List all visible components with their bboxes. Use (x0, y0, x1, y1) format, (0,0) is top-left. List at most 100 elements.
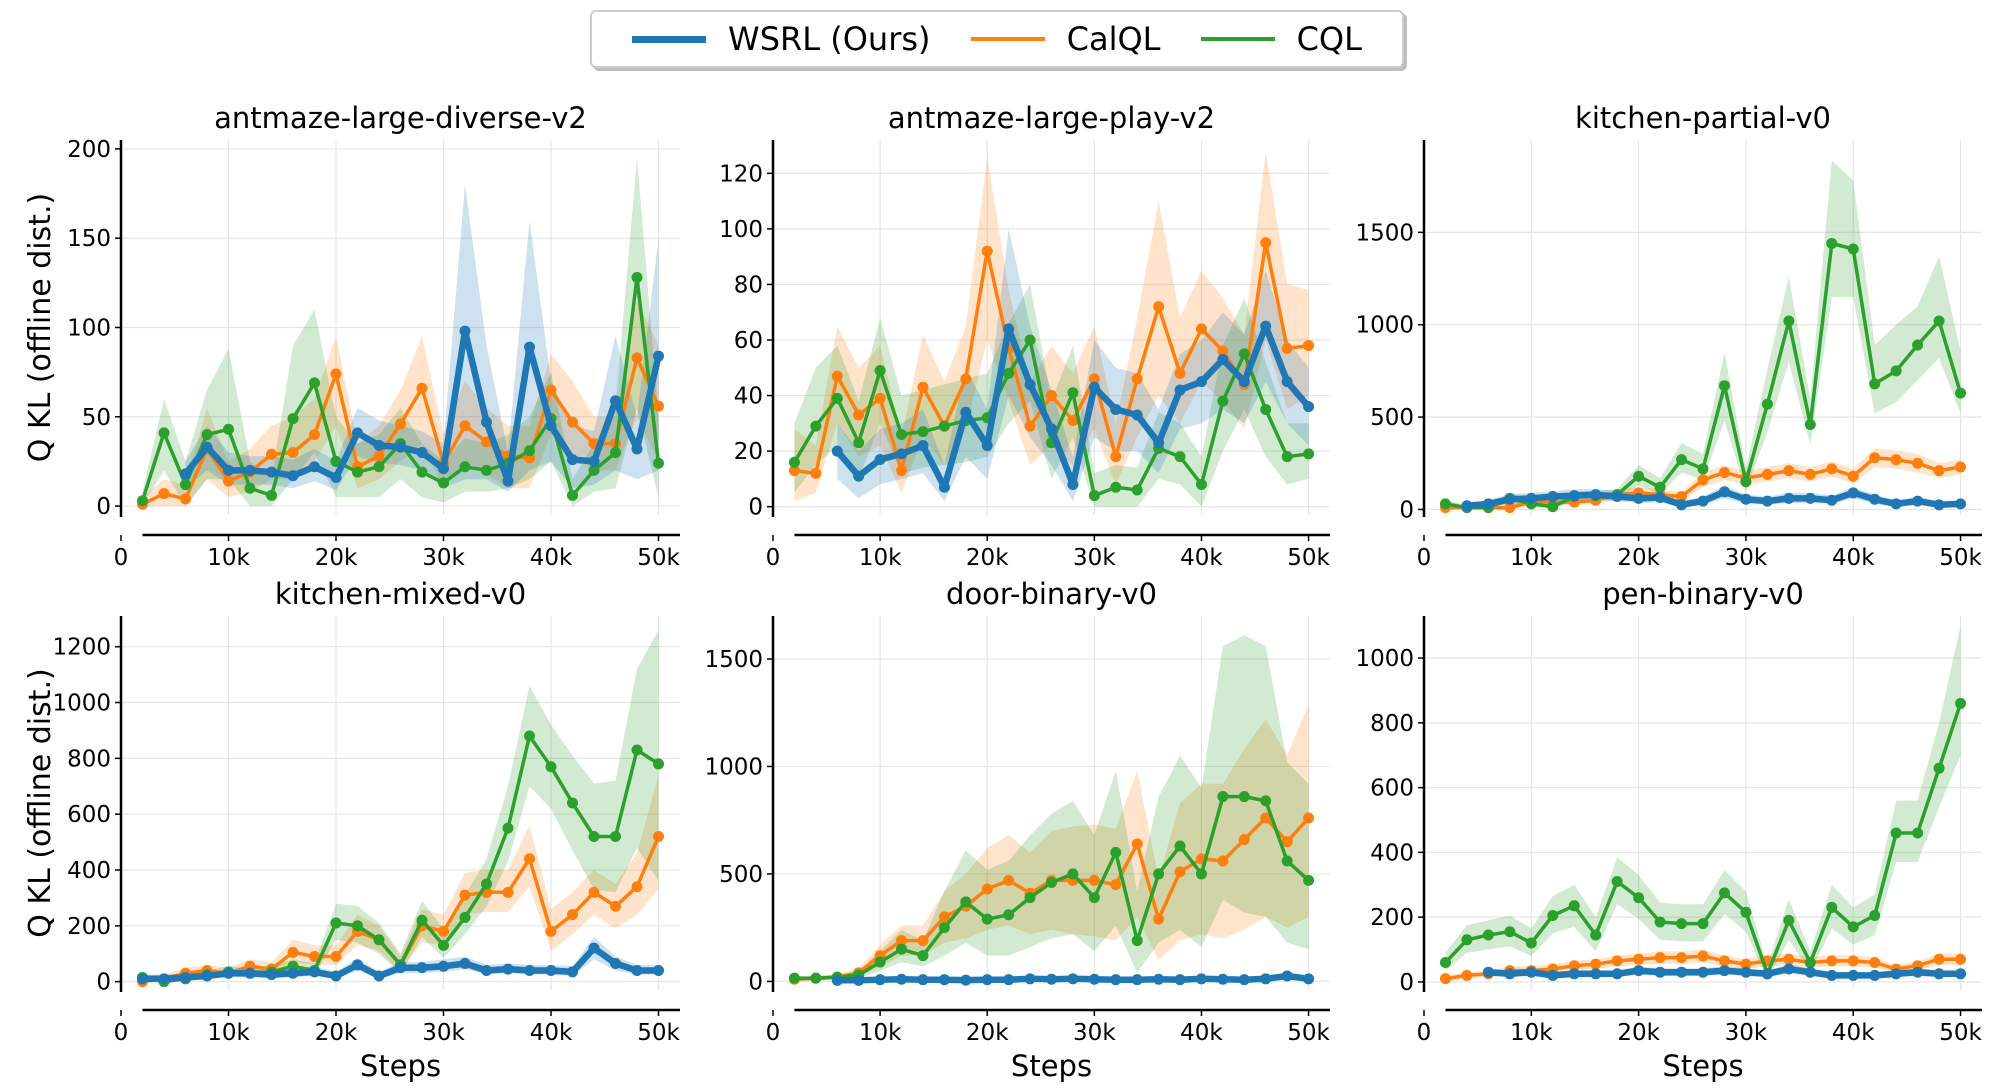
data-point (352, 466, 363, 478)
data-point (266, 466, 277, 478)
x-tick-label: 40k (530, 545, 573, 571)
legend-item-wsrl: WSRL (Ours) (632, 20, 931, 58)
legend-swatch-calql (970, 37, 1045, 41)
data-point (438, 960, 449, 972)
y-tick-label: 600 (1370, 776, 1414, 802)
data-point (917, 974, 929, 986)
data-point (938, 974, 950, 986)
y-tick-label: 150 (67, 226, 111, 252)
data-point (330, 917, 342, 929)
x-tick-label: 40k (1180, 545, 1223, 571)
data-point (1046, 390, 1057, 402)
data-point (1847, 955, 1859, 967)
data-point (960, 974, 972, 986)
data-point (1088, 490, 1100, 502)
data-point (438, 477, 449, 489)
data-point (1024, 892, 1036, 904)
data-point (266, 969, 277, 981)
y-tick-label: 200 (67, 914, 111, 940)
data-point (1568, 968, 1580, 980)
legend-label-wsrl: WSRL (Ours) (728, 20, 931, 58)
data-point (1174, 384, 1186, 396)
data-point (810, 972, 822, 984)
data-point (1568, 490, 1580, 502)
data-point (853, 409, 865, 421)
y-tick-label: 0 (96, 494, 111, 520)
data-point (395, 962, 406, 974)
data-point (1761, 468, 1773, 480)
data-point (309, 461, 320, 473)
data-point (981, 245, 993, 257)
data-point (416, 962, 428, 974)
y-tick-label: 1000 (52, 691, 111, 717)
y-tick-label: 400 (1370, 840, 1414, 866)
data-point (1869, 956, 1881, 968)
data-point (1131, 484, 1143, 496)
x-tick-label: 10k (1510, 1020, 1553, 1046)
data-point (330, 970, 342, 982)
data-point (1260, 320, 1272, 332)
data-point (1933, 762, 1945, 774)
data-point (1718, 955, 1730, 967)
data-point (1174, 866, 1186, 878)
data-point (330, 951, 342, 963)
data-point (1633, 470, 1645, 482)
data-point (1024, 420, 1036, 432)
data-point (1826, 969, 1838, 981)
chart-title: antmaze-large-diverse-v2 (214, 101, 587, 135)
data-point (1003, 874, 1015, 886)
data-point (1217, 973, 1229, 985)
data-point (1504, 502, 1516, 514)
data-point (1217, 395, 1229, 407)
data-point (1024, 334, 1036, 346)
data-point (1024, 378, 1036, 390)
data-point (1461, 934, 1473, 946)
data-point (567, 416, 578, 428)
data-point (1260, 403, 1272, 415)
x-tick-label: 20k (315, 1020, 358, 1046)
data-point (1890, 968, 1902, 980)
y-tick-label: 400 (67, 858, 111, 884)
data-point (1281, 855, 1293, 867)
data-point (1547, 491, 1559, 503)
x-tick-label: 0 (114, 545, 129, 571)
data-point (1912, 457, 1924, 469)
y-tick-label: 1500 (704, 647, 763, 673)
data-point (896, 448, 908, 460)
data-point (831, 370, 843, 382)
y-tick-label: 0 (748, 495, 763, 521)
data-point (1633, 492, 1645, 504)
data-point (1955, 968, 1967, 980)
y-tick-label: 100 (67, 316, 111, 342)
y-tick-label: 0 (1399, 497, 1414, 523)
data-point (1238, 834, 1250, 846)
data-point (158, 427, 170, 439)
data-point (1933, 499, 1945, 511)
data-point (1633, 953, 1645, 965)
confidence-band-0 (837, 228, 1309, 502)
y-tick-label: 1000 (1355, 313, 1414, 339)
data-point (266, 489, 277, 501)
data-point (545, 761, 557, 773)
data-point (588, 830, 600, 842)
data-point (631, 881, 643, 893)
data-point (524, 445, 535, 457)
data-point (330, 472, 342, 483)
data-point (1676, 966, 1688, 978)
x-tick-label: 50k (637, 1020, 680, 1046)
data-point (1525, 492, 1537, 504)
data-point (653, 964, 664, 976)
data-point (853, 437, 865, 449)
data-point (610, 957, 621, 969)
data-point (1611, 491, 1623, 503)
x-tick-label: 10k (859, 1020, 902, 1046)
data-point (1482, 929, 1494, 941)
data-point (1697, 918, 1709, 930)
data-point (1131, 935, 1143, 947)
data-point (981, 883, 993, 895)
data-point (1238, 791, 1250, 803)
data-point (1869, 452, 1881, 464)
data-point (1890, 498, 1902, 510)
data-point (1590, 958, 1602, 970)
